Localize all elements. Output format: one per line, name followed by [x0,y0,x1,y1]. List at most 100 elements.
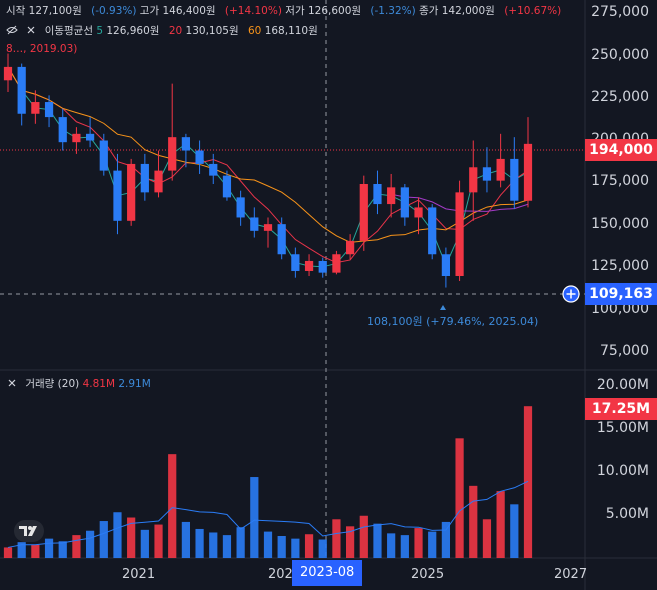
open-value: 127,100원 [28,5,82,17]
volume-bar [3,547,13,558]
volume-bar [31,544,40,558]
candle-body [291,254,300,271]
candle-body [3,66,13,81]
ma-label: 이동평균선 [44,25,93,37]
volume-value-2: 2.91M [118,378,151,390]
volume-bar [72,535,81,558]
ma5-value: 126,960원 [106,25,160,37]
candle-body [277,224,286,255]
close-value: 142,000원 [441,5,495,17]
candle-body [222,175,232,198]
candle-body [387,187,396,205]
volume-tick: 15.00M [596,420,649,436]
tradingview-logo-icon [14,520,44,542]
high-label: 고가 [139,5,160,17]
volume-bar [346,526,355,558]
candle-body [263,224,273,231]
volume-bar [86,530,95,558]
volume-bar [236,527,245,558]
candle-body [86,133,95,141]
time-tick: 2025 [411,567,445,582]
time-tick: 2021 [122,567,156,582]
candle-body [31,102,40,114]
candle-body [236,197,245,218]
high-value: 146,400원 [162,5,216,17]
candle-body [400,187,409,218]
close-icon[interactable] [6,377,18,389]
volume-bar [154,524,163,558]
volume-bar [277,536,286,558]
ma60-period: 60 [247,25,262,37]
add-alert-icon[interactable] [562,285,580,303]
low-value: 126,600원 [307,5,362,17]
close-icon[interactable] [25,24,37,36]
candle-body [154,170,163,193]
ma-extra-note: 8…, 2019.03) [6,43,78,55]
candle-body [482,167,492,181]
candle-body [127,163,136,221]
volume-bar [441,521,450,558]
volume-bar [469,485,478,558]
volume-value-1: 4.81M [82,378,116,390]
candle-body [209,163,218,176]
close-change: (+10.67%) [504,5,562,17]
candle-body [72,133,81,143]
volume-label: 거래량 (20) [25,378,80,390]
price-tick: 75,000 [600,343,649,359]
volume-bar [291,538,300,558]
volume-bar [523,406,533,558]
volume-bar [510,504,519,558]
candle-body [359,184,368,241]
candle-body [428,207,437,255]
candle-body [181,137,190,151]
time-tick: 2027 [554,567,588,582]
volume-bar [209,532,218,558]
price-tick: 250,000 [591,47,649,63]
volume-bar [113,512,122,558]
ma60-line [7,66,529,243]
candle-body [195,150,204,164]
ma-legend[interactable]: 이동평균선 5 126,960원 20 130,105원 60 168,110원 [6,24,324,38]
volume-bar [17,542,26,558]
open-label: 시작 [6,5,26,17]
low-annotation: 108,100원 (+79.46%, 2025.04) [367,315,539,328]
low-change: (-1.32%) [370,5,416,17]
volume-bar [222,535,232,558]
low-label: 저가 [285,5,305,17]
ma20-value: 130,105원 [185,25,239,37]
low-marker-icon [440,305,446,310]
volume-tick: 10.00M [596,463,649,479]
candle-body [346,240,355,255]
candle-body [441,254,450,276]
volume-legend[interactable]: 거래량 (20) 4.81M 2.91M [6,376,151,391]
time-tick: 202 [268,567,293,582]
candle-body [140,163,149,193]
volume-tick: 5.00M [605,506,649,522]
current-volume-box: 17.25M [585,398,657,420]
crosshair-time-label: 2023-08 [292,560,363,586]
eye-off-icon[interactable] [6,24,18,36]
volume-bar [304,534,314,558]
ohlc-legend: 시작 127,100원 (-0.93%) 고가 146,400원 (+14.10… [6,4,561,18]
candle-body [113,170,122,221]
ma20-line [7,66,529,264]
candle-body [455,192,464,276]
candle-body [44,102,54,118]
candle-body [58,117,67,143]
candle-body [168,137,177,171]
volume-bar [387,533,396,558]
volume-bar [400,535,409,558]
volume-bar [332,519,341,558]
volume-bar [140,529,149,558]
close-label: 종가 [419,5,439,17]
volume-bar [44,538,54,558]
high-change: (+14.10%) [224,5,282,17]
volume-bar [482,519,492,558]
volume-bar [414,528,423,558]
volume-bar [373,523,382,558]
volume-bar [318,539,327,558]
candle-body [17,66,26,114]
volume-tick: 20.00M [596,377,649,393]
